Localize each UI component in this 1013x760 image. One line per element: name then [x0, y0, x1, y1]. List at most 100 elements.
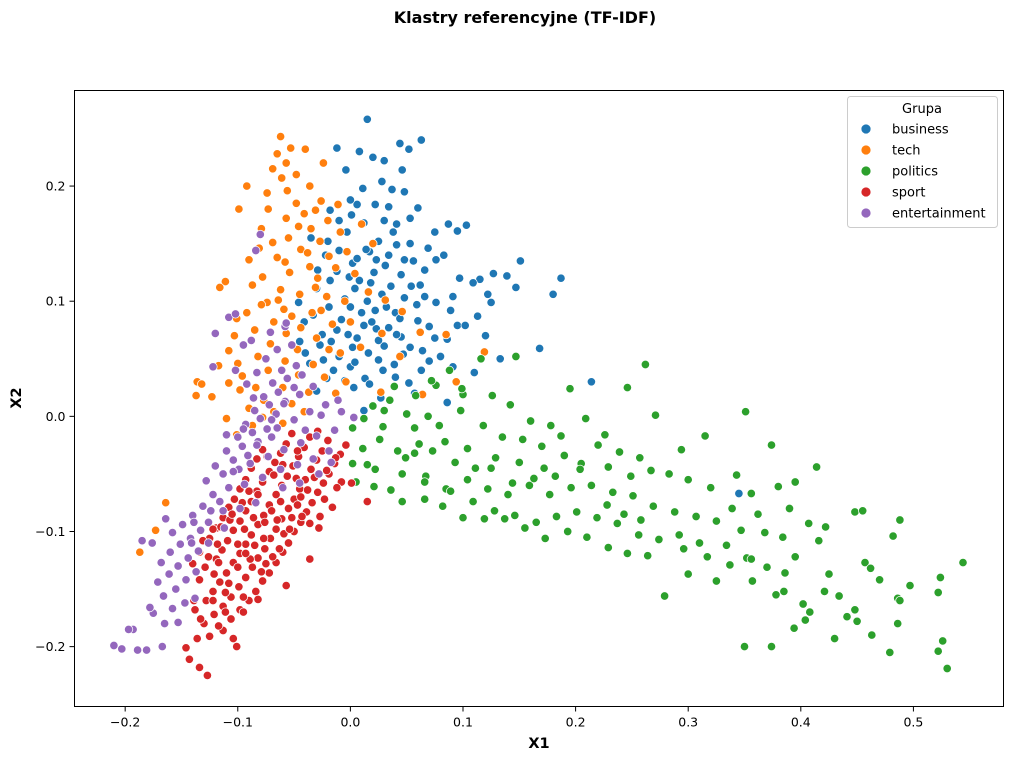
- data-point: [212, 539, 223, 549]
- data-point: [420, 292, 430, 302]
- data-point: [272, 515, 282, 525]
- data-point: [303, 248, 313, 258]
- data-point: [333, 199, 343, 210]
- data-point: [248, 513, 259, 523]
- data-point: [535, 343, 545, 353]
- data-point: [476, 354, 486, 364]
- data-point: [281, 213, 291, 223]
- data-point: [305, 554, 315, 564]
- data-point: [452, 226, 462, 236]
- data-point: [405, 239, 415, 249]
- data-point: [180, 598, 190, 608]
- data-point: [556, 273, 566, 283]
- data-point: [273, 295, 283, 305]
- data-point: [295, 478, 305, 488]
- data-point: [397, 469, 407, 479]
- data-point: [318, 355, 328, 365]
- data-point: [389, 381, 399, 391]
- data-point: [376, 387, 386, 397]
- data-point: [201, 476, 211, 486]
- y-tick-label: 0.2: [46, 179, 66, 194]
- data-point: [305, 407, 315, 417]
- data-point: [208, 362, 218, 372]
- data-point: [273, 387, 283, 397]
- data-point: [800, 615, 810, 625]
- data-point: [253, 553, 263, 563]
- data-point: [233, 562, 243, 572]
- data-point: [635, 453, 645, 463]
- legend-label-tech: tech: [892, 144, 920, 159]
- data-point: [281, 158, 291, 168]
- data-point: [505, 400, 515, 410]
- data-point: [173, 617, 183, 627]
- legend-label-sport: sport: [892, 186, 925, 201]
- data-point: [230, 365, 241, 375]
- data-point: [327, 319, 337, 329]
- data-point: [324, 302, 334, 312]
- data-point: [572, 507, 582, 517]
- data-point: [300, 425, 310, 435]
- x-tick-label: −0.2: [110, 715, 140, 730]
- data-point: [283, 538, 294, 548]
- data-point: [468, 278, 478, 288]
- data-point: [442, 397, 452, 408]
- data-point: [357, 308, 367, 318]
- data-point: [410, 423, 420, 433]
- data-point: [147, 538, 157, 548]
- data-point: [196, 614, 206, 624]
- data-point: [218, 469, 228, 479]
- data-point: [194, 662, 205, 672]
- x-tick-label: 0.3: [678, 715, 698, 730]
- data-point: [239, 479, 250, 489]
- data-point: [189, 517, 199, 527]
- data-point: [248, 393, 259, 403]
- data-point: [209, 569, 219, 579]
- data-point: [259, 533, 269, 543]
- data-point: [354, 275, 364, 286]
- data-point: [313, 487, 323, 497]
- data-point: [223, 536, 233, 546]
- data-point: [420, 265, 430, 275]
- data-point: [350, 283, 360, 294]
- data-point: [238, 607, 248, 617]
- data-point: [385, 395, 395, 405]
- data-point: [411, 391, 421, 401]
- data-point: [291, 198, 301, 208]
- data-point: [362, 296, 372, 306]
- data-point: [324, 251, 334, 261]
- data-point: [412, 300, 422, 310]
- data-point: [256, 300, 266, 310]
- data-point: [271, 524, 281, 534]
- data-point: [368, 152, 378, 162]
- data-point: [235, 385, 245, 395]
- data-point: [478, 421, 488, 431]
- data-point: [377, 328, 387, 338]
- data-point: [233, 432, 243, 442]
- data-point: [343, 330, 353, 340]
- data-point: [307, 498, 317, 508]
- data-point: [133, 645, 143, 655]
- data-point: [238, 592, 248, 602]
- data-point: [679, 544, 689, 554]
- data-point: [258, 472, 268, 482]
- data-point: [648, 501, 658, 511]
- data-point: [489, 506, 500, 516]
- data-point: [287, 311, 297, 321]
- data-point: [352, 254, 362, 264]
- data-point: [790, 477, 800, 487]
- data-point: [778, 532, 788, 542]
- data-point: [198, 501, 208, 511]
- data-point: [203, 538, 214, 548]
- data-point: [461, 220, 471, 230]
- data-point: [335, 348, 345, 358]
- y-axis-label: X2: [9, 387, 25, 408]
- data-point: [203, 552, 214, 562]
- data-point: [423, 243, 433, 253]
- data-point: [440, 437, 450, 447]
- data-point: [124, 624, 134, 634]
- data-point: [346, 210, 357, 220]
- data-point: [416, 135, 426, 145]
- data-point: [209, 609, 219, 619]
- legend-marker-sport: [860, 186, 872, 198]
- data-point: [193, 546, 203, 556]
